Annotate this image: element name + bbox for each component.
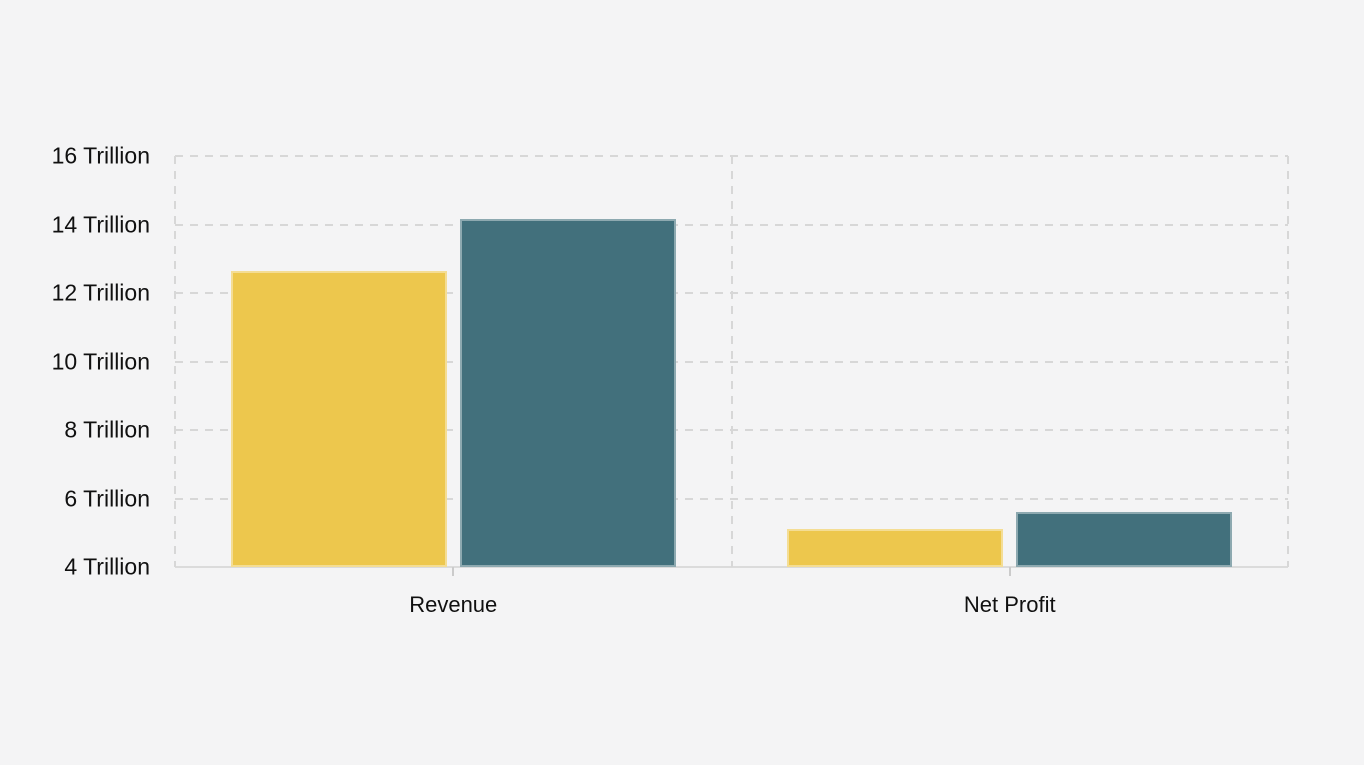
bar-net-profit-teal[interactable] <box>1016 512 1233 567</box>
v-gridline <box>1287 156 1289 567</box>
y-tick-label: 16 Trillion <box>51 142 150 169</box>
y-tick-label: 8 Trillion <box>64 416 150 443</box>
y-tick-label: 12 Trillion <box>51 279 150 306</box>
x-tick-label: Net Profit <box>963 592 1056 617</box>
v-gridline <box>174 156 176 567</box>
x-tick-label: Revenue <box>409 592 498 617</box>
y-tick-label: 10 Trillion <box>51 348 150 374</box>
y-tick-label: 14 Trillion <box>51 211 150 237</box>
bar-revenue-yellow[interactable] <box>230 270 447 567</box>
y-tick-label: 6 Trillion <box>64 485 150 511</box>
y-tick-label: 4 Trillion <box>64 553 150 580</box>
x-axis-tick <box>1008 567 1011 576</box>
x-axis-tick <box>452 567 455 576</box>
x-axis-baseline <box>175 566 1288 568</box>
bar-net-profit-yellow[interactable] <box>787 529 1004 567</box>
bar-revenue-teal[interactable] <box>459 219 676 567</box>
v-gridline <box>730 156 733 567</box>
